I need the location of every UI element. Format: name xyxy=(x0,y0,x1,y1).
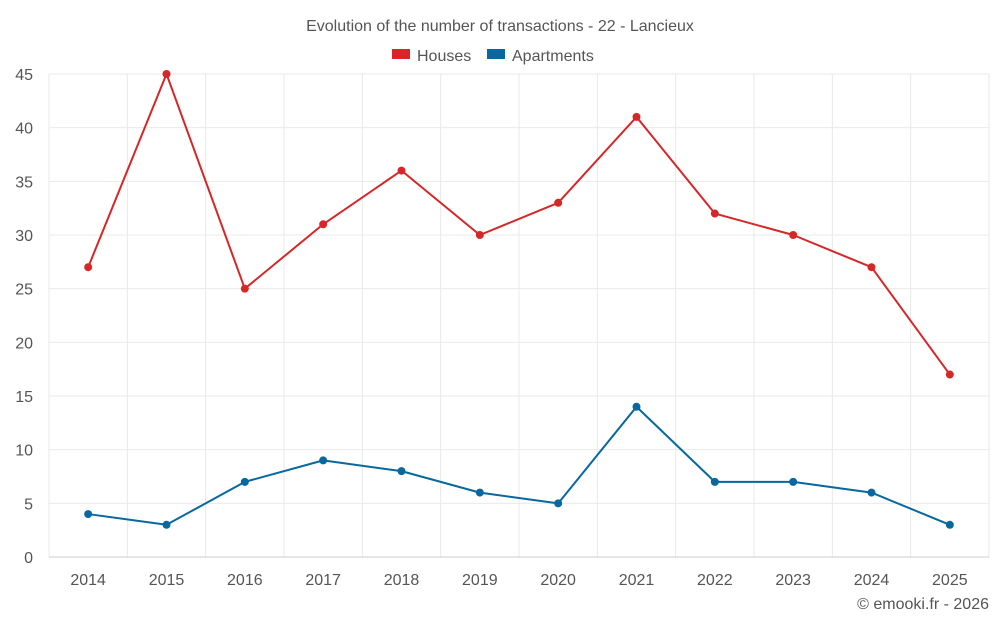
data-point-houses[interactable] xyxy=(710,209,719,218)
data-point-houses[interactable] xyxy=(475,231,484,239)
data-point-houses[interactable] xyxy=(867,263,876,272)
x-tick-label: 2014 xyxy=(70,572,106,589)
data-point-apartments[interactable] xyxy=(475,488,484,497)
legend: Houses Apartments xyxy=(392,48,594,65)
y-tick-label: 15 xyxy=(15,389,33,406)
series-apartments xyxy=(84,402,954,529)
data-point-houses[interactable] xyxy=(554,198,563,207)
y-tick-label: 30 xyxy=(15,228,33,245)
series-line-houses xyxy=(87,73,951,376)
series-layer xyxy=(84,70,954,529)
x-tick-label: 2019 xyxy=(462,572,498,589)
data-point-apartments[interactable] xyxy=(867,488,876,497)
data-point-houses[interactable] xyxy=(240,284,249,293)
x-tick-label: 2015 xyxy=(149,572,185,589)
data-point-houses[interactable] xyxy=(397,166,406,175)
legend-swatch-apartments xyxy=(487,49,505,59)
x-tick-label: 2024 xyxy=(854,572,890,589)
legend-label-houses[interactable]: Houses xyxy=(417,48,471,65)
y-tick-label: 25 xyxy=(15,282,33,299)
y-tick-label: 10 xyxy=(15,443,33,460)
y-tick-label: 45 xyxy=(15,67,33,84)
x-gridlines xyxy=(48,74,990,557)
series-line-apartments xyxy=(88,405,951,526)
x-tick-label: 2021 xyxy=(619,572,655,589)
x-tick-label: 2017 xyxy=(305,572,341,589)
data-point-houses[interactable] xyxy=(84,263,93,272)
y-tick-label: 0 xyxy=(24,550,33,567)
data-point-houses[interactable] xyxy=(319,220,328,229)
data-point-apartments[interactable] xyxy=(162,520,171,529)
data-point-apartments[interactable] xyxy=(84,510,93,519)
data-point-houses[interactable] xyxy=(945,370,954,379)
credit-text: © emooki.fr - 2026 xyxy=(857,596,989,613)
data-point-apartments[interactable] xyxy=(632,402,641,411)
chart-title: Evolution of the number of transactions … xyxy=(306,18,694,35)
x-axis-ticks: 2014 2015 2016 2017 2018 2019 2020 2021 2022 2023… xyxy=(70,572,967,589)
x-tick-label: 2020 xyxy=(540,572,576,589)
data-point-apartments[interactable] xyxy=(710,477,719,486)
data-point-houses[interactable] xyxy=(162,70,171,78)
data-point-apartments[interactable] xyxy=(319,456,328,465)
data-point-apartments[interactable] xyxy=(240,477,249,486)
y-tick-label: 5 xyxy=(24,496,33,513)
legend-label-apartments[interactable]: Apartments xyxy=(512,48,594,65)
legend-swatch-houses xyxy=(392,49,410,59)
y-tick-label: 20 xyxy=(15,335,33,352)
x-tick-label: 2018 xyxy=(384,572,420,589)
y-tick-label: 40 xyxy=(15,121,33,138)
data-point-apartments[interactable] xyxy=(554,499,563,508)
data-point-apartments[interactable] xyxy=(945,520,954,529)
data-point-houses[interactable] xyxy=(632,112,641,121)
x-tick-label: 2025 xyxy=(932,572,968,589)
x-tick-label: 2022 xyxy=(697,572,733,589)
series-houses xyxy=(84,70,954,379)
data-point-apartments[interactable] xyxy=(789,477,798,486)
data-point-apartments[interactable] xyxy=(397,467,406,476)
x-tick-label: 2023 xyxy=(775,572,811,589)
y-axis-ticks: 0 5 10 15 20 25 30 35 40 45 xyxy=(15,67,33,567)
data-point-houses[interactable] xyxy=(789,231,798,239)
x-tick-label: 2016 xyxy=(227,572,263,589)
y-tick-label: 35 xyxy=(15,174,33,191)
